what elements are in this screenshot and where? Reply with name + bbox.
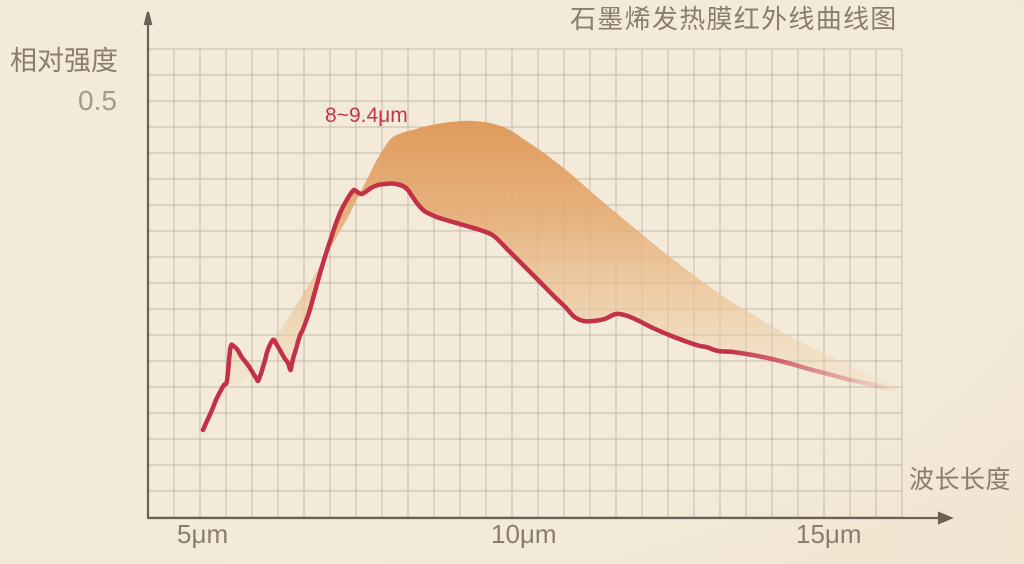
svg-text:0.5: 0.5 [78, 85, 117, 116]
svg-text:石墨烯发热膜红外线曲线图: 石墨烯发热膜红外线曲线图 [570, 4, 898, 34]
svg-text:15μm: 15μm [796, 519, 862, 549]
svg-text:相对强度: 相对强度 [10, 46, 118, 76]
svg-text:波长长度: 波长长度 [909, 466, 1011, 494]
svg-text:10μm: 10μm [491, 519, 557, 549]
svg-text:8~9.4μm: 8~9.4μm [325, 104, 408, 127]
svg-text:5μm: 5μm [177, 519, 228, 549]
